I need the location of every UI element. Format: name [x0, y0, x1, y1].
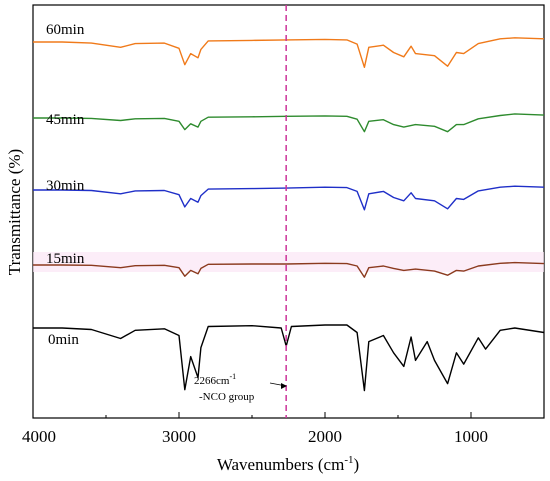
annotation-line1: 2266cm-1: [194, 372, 236, 387]
nco-annotation: 2266cm-1 -NCO group: [194, 372, 287, 403]
series-line-60min: [33, 37, 545, 68]
series-label-0min: 0min: [48, 332, 79, 348]
annotation-arrowhead: [281, 383, 287, 389]
series-label-15min: 15min: [46, 251, 85, 267]
series-line-30min: [33, 185, 545, 211]
series-traces: [33, 37, 545, 392]
x-tick-label: 1000: [454, 427, 488, 446]
reference-band: [33, 252, 544, 272]
x-tick-label: 3000: [162, 427, 196, 446]
x-tick-label: 4000: [22, 427, 56, 446]
series-line-45min: [33, 113, 545, 133]
x-axis-label: Wavenumbers (cm-1): [217, 454, 359, 474]
series-label-45min: 45min: [46, 112, 85, 128]
x-axis-ticks: 4000 3000 2000 1000: [22, 412, 545, 446]
series-line-15min: [33, 261, 545, 278]
series-label-30min: 30min: [46, 178, 85, 194]
y-axis-label: Transmittance (%): [5, 149, 24, 275]
plot-frame: [32, 4, 545, 419]
annotation-line2: -NCO group: [199, 391, 255, 403]
series-label-60min: 60min: [46, 22, 85, 38]
x-tick-label: 2000: [308, 427, 342, 446]
series-line-0min: [33, 324, 545, 392]
band-15min: [33, 252, 544, 272]
series-labels: 0min 15min 30min 45min 60min: [46, 22, 85, 348]
